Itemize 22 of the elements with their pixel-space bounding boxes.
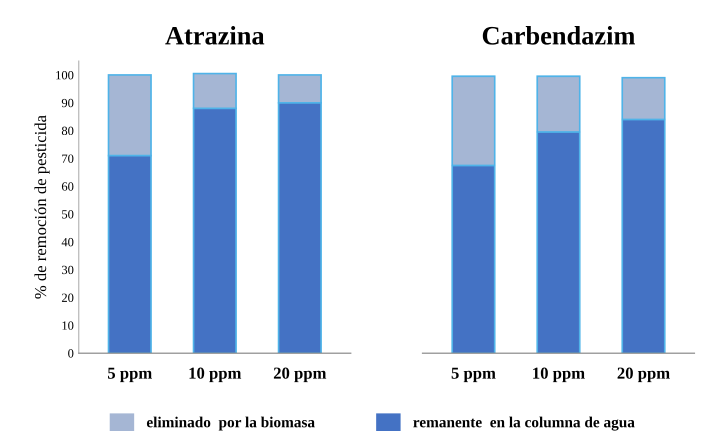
y-tick-label: 50 [62,210,74,219]
chart-title: Carbendazim [482,26,635,45]
y-tick-label: 70 [62,154,74,163]
y-tick-label: 100 [56,70,74,80]
x-tick-label: 20 ppm [274,368,326,382]
chart-title: Atrazina [165,26,264,45]
x-tick-label: 10 ppm [533,368,585,382]
legend-label: eliminado por la biomasa [146,416,315,430]
x-tick-label: 5 ppm [108,368,152,382]
y-tick-label: 10 [62,321,74,330]
x-tick-label: 20 ppm [618,368,670,382]
y-tick-label: 60 [62,182,74,191]
x-tick-label: 5 ppm [452,368,496,382]
y-tick-label: 90 [62,98,74,108]
y-tick-label: 20 [62,294,74,302]
y-tick-label: 30 [62,266,74,274]
y-tick-label: 80 [62,126,74,136]
y-axis-title: % de remoción de pesticida [34,115,50,299]
y-tick-label: 40 [62,238,74,246]
x-tick-label: 10 ppm [190,368,242,382]
y-tick-label: 0 [68,349,74,358]
legend-label: remanente en la columna de agua [413,416,635,431]
